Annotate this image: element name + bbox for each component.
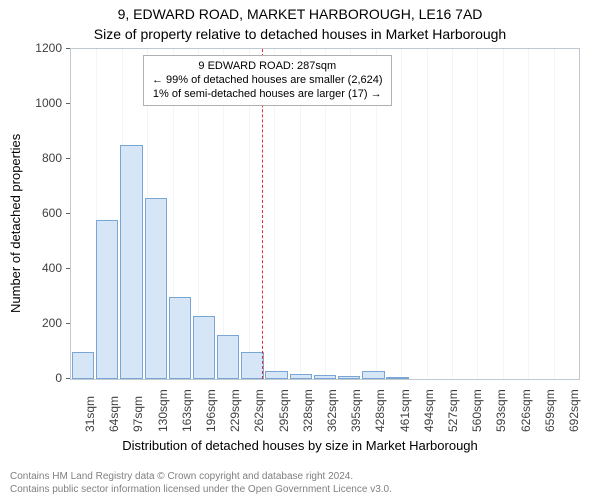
y-tick-mark [66, 103, 70, 104]
histogram-bar [265, 371, 287, 379]
y-tick-label: 200 [0, 316, 62, 330]
y-tick-label: 400 [0, 261, 62, 275]
x-tick-label: 692sqm [567, 382, 581, 432]
histogram-bar [145, 198, 167, 380]
x-tick-label: 196sqm [204, 382, 218, 432]
x-tick-label: 64sqm [107, 382, 121, 432]
histogram-bar [169, 297, 191, 380]
x-tick-label: 295sqm [277, 382, 291, 432]
y-tick-label: 0 [0, 371, 62, 385]
x-tick-label: 395sqm [349, 382, 363, 432]
caption-line2: Contains public sector information licen… [10, 484, 392, 497]
x-tick-label: 130sqm [156, 382, 170, 432]
x-tick-label: 328sqm [301, 382, 315, 432]
chart-plot-area: 9 EDWARD ROAD: 287sqm← 99% of detached h… [70, 48, 580, 380]
x-tick-label: 626sqm [519, 382, 533, 432]
x-tick-label: 362sqm [325, 382, 339, 432]
gridline [528, 49, 529, 379]
x-tick-label: 97sqm [131, 382, 145, 432]
gridline [554, 49, 555, 379]
y-tick-mark [66, 323, 70, 324]
y-tick-mark [66, 213, 70, 214]
x-tick-label: 428sqm [373, 382, 387, 432]
gridline [477, 49, 478, 379]
annotation-line: 1% of semi-detached houses are larger (1… [152, 88, 383, 102]
histogram-bar [386, 377, 408, 379]
histogram-bar [72, 352, 94, 380]
y-tick-label: 800 [0, 151, 62, 165]
y-tick-label: 600 [0, 206, 62, 220]
y-tick-mark [66, 378, 70, 379]
annotation-box: 9 EDWARD ROAD: 287sqm← 99% of detached h… [143, 55, 392, 106]
caption-line1: Contains HM Land Registry data © Crown c… [10, 471, 392, 484]
histogram-bar [217, 335, 239, 379]
y-tick-mark [66, 158, 70, 159]
histogram-bar [290, 374, 312, 380]
histogram-bar [241, 352, 263, 380]
gridline [427, 49, 428, 379]
x-tick-label: 527sqm [446, 382, 460, 432]
x-tick-label: 163sqm [180, 382, 194, 432]
y-tick-label: 1000 [0, 96, 62, 110]
y-tick-label: 1200 [0, 41, 62, 55]
x-axis-label: Distribution of detached houses by size … [0, 438, 600, 453]
chart-subtitle-line2: Size of property relative to detached ho… [0, 26, 600, 42]
gridline [401, 49, 402, 379]
y-tick-mark [66, 48, 70, 49]
x-tick-label: 560sqm [470, 382, 484, 432]
annotation-line: 9 EDWARD ROAD: 287sqm [152, 60, 383, 74]
y-tick-mark [66, 268, 70, 269]
x-tick-label: 229sqm [228, 382, 242, 432]
histogram-bar [120, 145, 142, 379]
chart-title-line1: 9, EDWARD ROAD, MARKET HARBOROUGH, LE16 … [0, 6, 600, 22]
x-tick-label: 461sqm [398, 382, 412, 432]
histogram-bar [96, 220, 118, 380]
x-tick-label: 31sqm [83, 382, 97, 432]
x-tick-label: 593sqm [494, 382, 508, 432]
histogram-bar [338, 376, 360, 379]
gridline [503, 49, 504, 379]
annotation-line: ← 99% of detached houses are smaller (2,… [152, 74, 383, 88]
x-tick-label: 262sqm [252, 382, 266, 432]
histogram-bar [362, 371, 384, 379]
gridline [452, 49, 453, 379]
chart-caption: Contains HM Land Registry data © Crown c… [10, 471, 392, 496]
x-tick-label: 659sqm [543, 382, 557, 432]
x-tick-label: 494sqm [422, 382, 436, 432]
histogram-bar [314, 375, 336, 379]
histogram-bar [193, 316, 215, 379]
